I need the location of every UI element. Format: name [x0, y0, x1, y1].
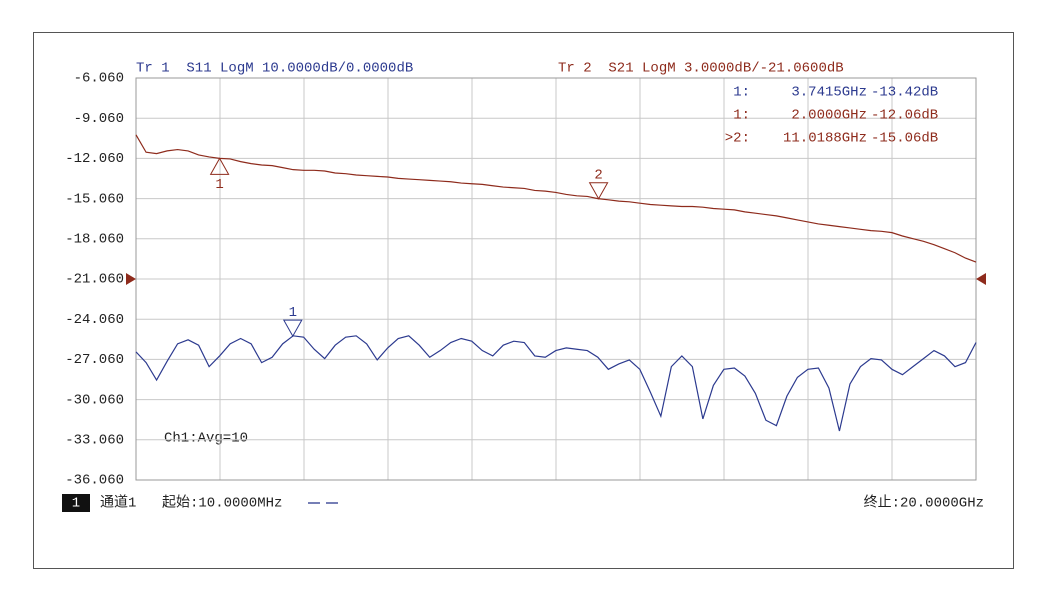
frame	[33, 32, 1014, 569]
y-tick-label: -30.060	[65, 392, 124, 408]
y-tick-label: -21.060	[65, 272, 124, 288]
marker-table-value: -15.06dB	[871, 131, 938, 147]
marker-table-id: >2:	[725, 131, 750, 147]
y-tick-label: -9.060	[74, 111, 124, 127]
marker-table-id: 1:	[733, 85, 750, 101]
marker-table-value: -12.06dB	[871, 108, 938, 124]
y-tick-label: -27.060	[65, 352, 124, 368]
y-tick-label: -6.060	[74, 71, 124, 87]
marker	[209, 157, 230, 175]
marker-label: 1	[215, 177, 223, 193]
y-tick-label: -18.060	[65, 232, 124, 248]
marker-table-frequency: 3.7415GHz	[791, 85, 867, 101]
stop-label: 终止:20.0000GHz	[864, 495, 984, 512]
trace	[135, 134, 977, 263]
start-label: 起始:10.0000MHz	[162, 495, 282, 512]
reference-arrow	[976, 273, 986, 285]
marker-table-frequency: 2.0000GHz	[791, 108, 867, 124]
annotation: Ch1:Avg=10	[164, 431, 248, 447]
marker	[588, 182, 609, 200]
trace	[135, 335, 977, 432]
trace-header: Tr 2 S21 LogM 3.0000dB/-21.0600dB	[558, 61, 844, 77]
y-tick-label: -33.060	[65, 433, 124, 449]
marker-table-frequency: 11.0188GHz	[783, 131, 867, 147]
y-tick-label: -24.060	[65, 312, 124, 328]
reference-arrow	[126, 273, 136, 285]
channel-name: 通道1	[100, 495, 136, 512]
y-tick-label: -15.060	[65, 191, 124, 207]
channel-badge-box	[62, 494, 90, 512]
trace-header: Tr 1 S11 LogM 10.0000dB/0.0000dB	[136, 61, 413, 77]
marker-table-value: -13.42dB	[871, 85, 938, 101]
marker-label: 1	[289, 305, 297, 321]
marker-table-id: 1:	[733, 108, 750, 124]
channel-badge: 1	[72, 496, 80, 512]
marker-label: 2	[594, 167, 602, 183]
y-tick-label: -36.060	[65, 473, 124, 489]
y-tick-label: -12.060	[65, 151, 124, 167]
marker	[282, 319, 303, 338]
